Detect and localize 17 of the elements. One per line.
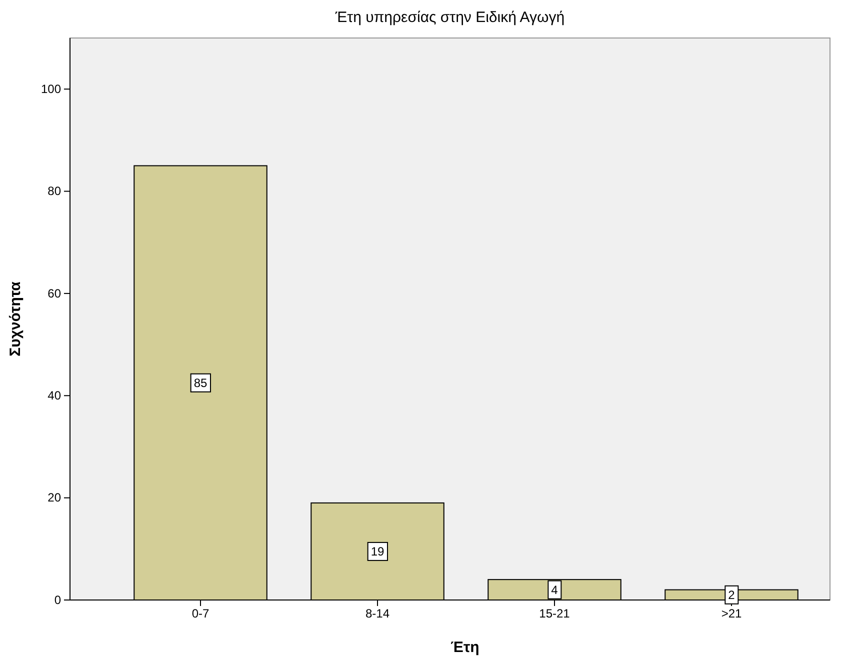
y-tick-label: 40	[48, 388, 62, 402]
x-tick-label: >21	[721, 606, 742, 621]
x-axis-title: Έτη	[450, 639, 480, 656]
y-tick-label: 20	[48, 490, 62, 505]
data-label: 19	[370, 544, 384, 558]
y-tick-label: 60	[48, 286, 62, 300]
y-tick-label: 0	[54, 592, 62, 607]
y-axis-title: Συχνότητα	[7, 280, 24, 356]
data-label: 85	[194, 376, 208, 390]
data-label: 2	[728, 588, 736, 602]
y-tick-label: 100	[40, 82, 62, 96]
chart-title: Έτη υπηρεσίας στην Ειδική Αγωγή	[334, 9, 565, 26]
data-label: 4	[551, 582, 558, 597]
y-tick-label: 80	[48, 184, 62, 198]
x-tick-label: 8-14	[365, 606, 390, 621]
x-tick-label: 0-7	[192, 606, 210, 621]
x-tick-label: 15-21	[539, 606, 570, 621]
